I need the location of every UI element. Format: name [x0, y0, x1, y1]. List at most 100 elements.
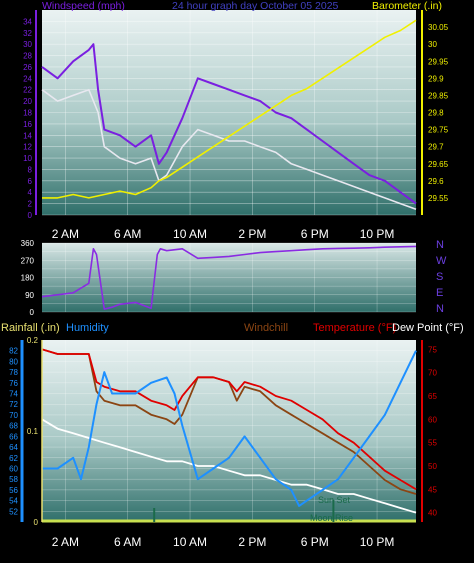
humidity-tick-label: 78 — [9, 368, 18, 377]
temperature-tick-label: 65 — [428, 392, 437, 401]
humidity-tick-label: 72 — [9, 400, 18, 409]
wind-tick-label: 22 — [23, 86, 32, 95]
wind-tick-label: 34 — [23, 17, 32, 26]
humidity-tick-label: 66 — [9, 432, 18, 441]
temperature-axis-label: Temperature (°F) — [313, 322, 396, 334]
barometer-tick-label: 30 — [428, 40, 437, 49]
wind-tick-label: 8 — [28, 165, 33, 174]
humidity-tick-label: 52 — [9, 507, 18, 516]
humidity-tick-label: 54 — [9, 497, 18, 506]
wind-tick-label: 24 — [23, 74, 32, 83]
wind-tick-label: 26 — [23, 63, 32, 72]
moonrise-label: Moon Rise — [310, 513, 353, 523]
barometer-tick-label: 29.85 — [428, 91, 449, 100]
humidity-tick-label: 58 — [9, 475, 18, 484]
wind-tick-label: 30 — [23, 40, 32, 49]
temperature-tick-label: 60 — [428, 415, 437, 424]
barometer-tick-label: 30.05 — [428, 23, 449, 32]
compass-s: S — [436, 271, 443, 283]
wind-x-tick-label: 10 AM — [173, 227, 207, 241]
temp-x-tick-label: 6 AM — [114, 535, 141, 549]
temperature-tick-label: 55 — [428, 439, 437, 448]
humidity-tick-label: 74 — [9, 390, 18, 399]
humidity-tick-label: 82 — [9, 347, 18, 356]
axes-layer: 024681012141618202224262830323429.5529.6… — [9, 10, 449, 549]
wind-tick-label: 10 — [23, 154, 32, 163]
temp-x-tick-label: 2 AM — [52, 535, 79, 549]
barometer-tick-label: 29.7 — [428, 143, 444, 152]
humidity-tick-label: 76 — [9, 379, 18, 388]
direction-tick-label: 180 — [21, 274, 35, 283]
compass-n-bottom: N — [436, 303, 444, 315]
direction-plot-area — [42, 243, 416, 312]
humidity-tick-label: 80 — [9, 357, 18, 366]
temperature-tick-label: 75 — [428, 345, 437, 354]
humidity-axis-label: Humidity — [66, 322, 109, 334]
wind-tick-label: 28 — [23, 52, 32, 61]
humidity-tick-label: 60 — [9, 464, 18, 473]
rainfall-axis-label: Rainfall (.in) — [1, 322, 60, 334]
barometer-tick-label: 29.55 — [428, 194, 449, 203]
wind-tick-label: 14 — [23, 131, 32, 140]
direction-tick-label: 90 — [25, 291, 34, 300]
humidity-tick-label: 70 — [9, 411, 18, 420]
sunset-label: Sun Set — [318, 495, 351, 505]
rainfall-tick-label: 0.2 — [27, 336, 39, 345]
wind-tick-label: 6 — [28, 177, 33, 186]
temp-x-tick-label: 10 AM — [173, 535, 207, 549]
compass-e: E — [436, 287, 443, 299]
graph-title: 24 hour graph day October 05 2025 — [172, 0, 339, 12]
temp-x-tick-label: 2 PM — [238, 535, 266, 549]
wind-tick-label: 0 — [28, 211, 33, 220]
direction-tick-label: 270 — [21, 256, 35, 265]
temperature-tick-label: 70 — [428, 369, 437, 378]
direction-tick-label: 0 — [30, 308, 35, 317]
wind-x-tick-label: 2 AM — [52, 227, 79, 241]
temperature-tick-label: 45 — [428, 485, 437, 494]
compass-n-top: N — [436, 239, 444, 251]
humidity-tick-label: 68 — [9, 422, 18, 431]
wind-x-tick-label: 6 AM — [114, 227, 141, 241]
wind-x-tick-label: 6 PM — [301, 227, 329, 241]
barometer-tick-label: 29.9 — [428, 74, 444, 83]
windchill-label: Windchill — [244, 322, 288, 334]
barometer-axis-label: Barometer (.in) — [372, 0, 442, 12]
wind-tick-label: 4 — [28, 188, 33, 197]
compass-w: W — [436, 255, 447, 267]
wind-direction-line — [41, 245, 417, 310]
rainfall-tick-label: 0 — [34, 518, 39, 527]
wind-x-tick-label: 2 PM — [238, 227, 266, 241]
wind-tick-label: 16 — [23, 120, 32, 129]
humidity-tick-label: 56 — [9, 486, 18, 495]
direction-tick-label: 360 — [21, 239, 35, 248]
barometer-tick-label: 29.6 — [428, 177, 444, 186]
humidity-line — [42, 350, 417, 507]
wind-tick-label: 2 — [28, 200, 33, 209]
temp-x-tick-label: 10 PM — [360, 535, 395, 549]
dewpoint-line — [41, 418, 417, 514]
wind-tick-label: 32 — [23, 29, 32, 38]
wind-tick-label: 20 — [23, 97, 32, 106]
humidity-tick-label: 62 — [9, 454, 18, 463]
wind-x-tick-label: 10 PM — [360, 227, 395, 241]
temperature-tick-label: 40 — [428, 509, 437, 518]
temp-x-tick-label: 6 PM — [301, 535, 329, 549]
dewpoint-label: Dew Point (°F) — [392, 322, 464, 334]
wind-average-line — [41, 88, 417, 211]
series-layer — [41, 19, 417, 523]
wind-tick-label: 12 — [23, 143, 32, 152]
humidity-tick-label: 64 — [9, 443, 18, 452]
barometer-tick-label: 29.65 — [428, 160, 449, 169]
wind-gust-line — [41, 43, 417, 205]
barometer-tick-label: 29.8 — [428, 109, 444, 118]
barometer-tick-label: 29.75 — [428, 126, 449, 135]
wind-tick-label: 18 — [23, 109, 32, 118]
temp-plot-area — [42, 340, 416, 522]
rainfall-tick-label: 0.1 — [27, 427, 39, 436]
barometer-tick-label: 29.95 — [428, 57, 449, 66]
compass-labels: N W S E N — [436, 239, 447, 315]
grid-lines — [42, 10, 416, 522]
wind-axis-label: Windspeed (mph) — [42, 0, 125, 12]
temperature-tick-label: 50 — [428, 462, 437, 471]
